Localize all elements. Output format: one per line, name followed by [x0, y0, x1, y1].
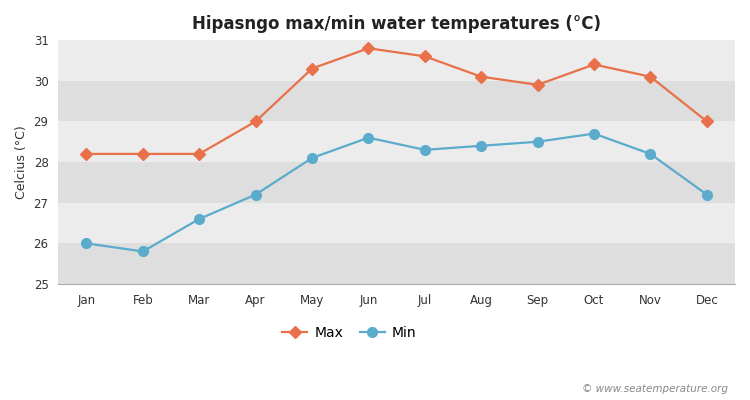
Min	[420, 148, 429, 152]
Min	[82, 241, 91, 246]
Min	[477, 143, 486, 148]
Bar	[58, 81, 735, 122]
Text: © www.seatemperature.org: © www.seatemperature.org	[581, 384, 728, 394]
Max	[251, 119, 260, 124]
Max	[364, 46, 373, 51]
Max	[702, 119, 711, 124]
Min	[702, 192, 711, 197]
Min	[138, 249, 147, 254]
Bar	[58, 40, 735, 81]
Min	[195, 216, 204, 221]
Max	[195, 152, 204, 156]
Max	[420, 54, 429, 59]
Max	[533, 82, 542, 87]
Y-axis label: Celcius (°C): Celcius (°C)	[15, 125, 28, 199]
Min	[364, 135, 373, 140]
Max	[646, 74, 655, 79]
Max	[138, 152, 147, 156]
Min	[646, 152, 655, 156]
Bar	[58, 162, 735, 203]
Bar	[58, 122, 735, 162]
Min	[308, 156, 316, 160]
Min	[590, 131, 598, 136]
Line: Min: Min	[82, 129, 712, 256]
Min	[251, 192, 260, 197]
Min	[533, 139, 542, 144]
Bar	[58, 203, 735, 243]
Max	[308, 66, 316, 71]
Bar	[58, 243, 735, 284]
Max	[477, 74, 486, 79]
Max	[590, 62, 598, 67]
Max	[82, 152, 91, 156]
Line: Max: Max	[82, 44, 711, 158]
Title: Hipasngo max/min water temperatures (°C): Hipasngo max/min water temperatures (°C)	[192, 15, 602, 33]
Legend: Max, Min: Max, Min	[277, 320, 422, 345]
